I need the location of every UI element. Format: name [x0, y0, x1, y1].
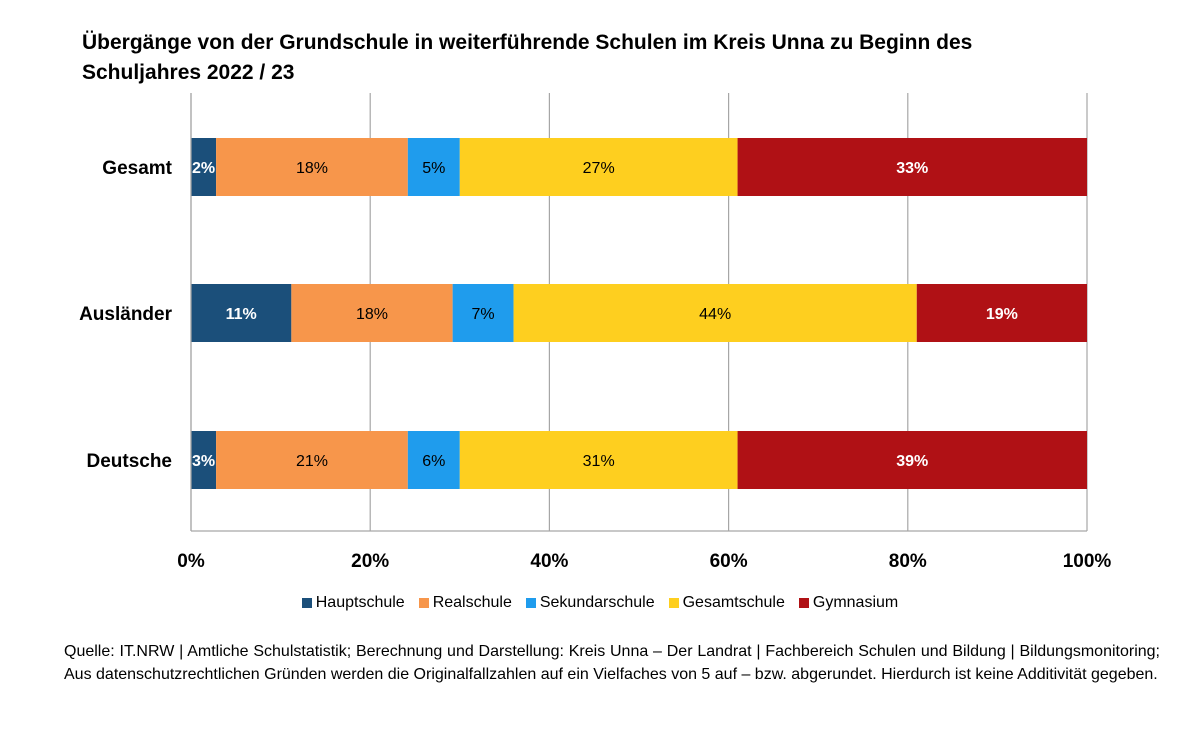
legend-item: Gymnasium — [798, 594, 899, 612]
legend-label: Hauptschule — [315, 594, 405, 611]
bar-segment-hauptschule — [191, 284, 292, 342]
bar-segment-sekundarschule — [407, 431, 460, 489]
data-label: 44% — [699, 306, 731, 323]
legend-swatch — [418, 598, 429, 608]
bar-segment-gesamtschule — [459, 138, 738, 196]
bar-segment-hauptschule — [191, 431, 217, 489]
bar-segment-sekundarschule — [452, 284, 514, 342]
x-tick-label: 80% — [889, 551, 927, 572]
data-label: 39% — [896, 453, 928, 470]
data-label: 18% — [356, 306, 388, 323]
x-tick-label: 40% — [530, 551, 568, 572]
data-label: 31% — [583, 453, 615, 470]
x-tick-label: 0% — [177, 551, 205, 572]
x-tick-label: 100% — [1063, 551, 1112, 572]
category-label: Gesamt — [102, 158, 172, 179]
category-label: Deutsche — [86, 451, 172, 472]
bar-segment-gesamtschule — [513, 284, 917, 342]
bar-segment-hauptschule — [191, 138, 217, 196]
source-note: Quelle: IT.NRW | Amtliche Schulstatistik… — [64, 643, 1160, 683]
data-label: 2% — [192, 160, 215, 177]
data-label: 21% — [296, 453, 328, 470]
data-label: 6% — [422, 453, 445, 470]
x-tick-label: 20% — [351, 551, 389, 572]
legend-swatch — [798, 598, 809, 608]
stacked-bar-chart: 2% 18% 5% 27% 33% 11% 18% 7% 44% 19% 3% 21% 6% 31% 39%… — [79, 93, 1111, 572]
data-label: 7% — [472, 306, 495, 323]
data-label: 18% — [296, 160, 328, 177]
x-tick-label: 60% — [710, 551, 748, 572]
bar-segment-gymnasium — [916, 284, 1087, 342]
data-label: 3% — [192, 453, 215, 470]
bar-segment-gesamtschule — [459, 431, 738, 489]
legend-swatch — [525, 598, 536, 608]
legend-swatch — [301, 598, 312, 608]
axes: 0% 20% 40% 60% 80% 100% Gesamt Ausländer Deutsch… — [79, 93, 1111, 572]
bar-segment-realschule — [216, 431, 408, 489]
legend-item: Realschule — [418, 594, 512, 612]
legend-item: Sekundarschule — [525, 594, 655, 612]
data-label: 33% — [896, 160, 928, 177]
legend-label: Gesamtschule — [682, 594, 785, 611]
legend: Hauptschule Realschule Sekundarschule Gesam… — [0, 594, 1200, 612]
bar-segment-gymnasium — [737, 431, 1087, 489]
legend-label: Realschule — [432, 594, 512, 611]
bar-segment-gymnasium — [737, 138, 1087, 196]
legend-label: Gymnasium — [812, 594, 899, 611]
legend-swatch — [668, 598, 679, 608]
bar-segment-sekundarschule — [407, 138, 460, 196]
data-label: 5% — [422, 160, 445, 177]
bars: 2% 18% 5% 27% 33% 11% 18% 7% 44% 19% 3% 21% 6% 31% 39% — [191, 138, 1087, 489]
bar-segment-realschule — [291, 284, 453, 342]
data-label: 27% — [583, 160, 615, 177]
data-label: 11% — [226, 306, 257, 323]
category-label: Ausländer — [79, 304, 173, 325]
data-label: 19% — [986, 306, 1018, 323]
bar-segment-realschule — [216, 138, 408, 196]
chart-title: Übergänge von der Grundschule in weiterf… — [82, 31, 973, 84]
legend-item: Gesamtschule — [668, 594, 785, 612]
legend-item: Hauptschule — [301, 594, 405, 612]
legend-label: Sekundarschule — [539, 594, 655, 611]
